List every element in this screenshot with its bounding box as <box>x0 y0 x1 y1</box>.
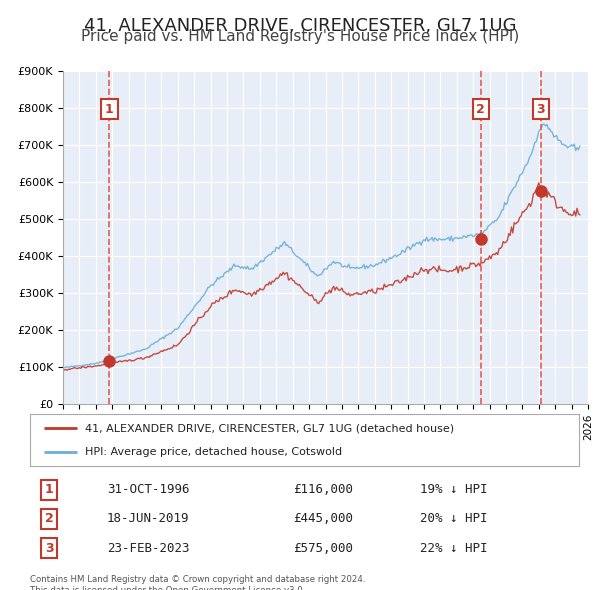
Text: £575,000: £575,000 <box>293 542 353 555</box>
Text: 18-JUN-2019: 18-JUN-2019 <box>107 512 190 526</box>
Text: 23-FEB-2023: 23-FEB-2023 <box>107 542 190 555</box>
Text: 20% ↓ HPI: 20% ↓ HPI <box>420 512 487 526</box>
Text: 22% ↓ HPI: 22% ↓ HPI <box>420 542 487 555</box>
Text: 1: 1 <box>105 103 114 116</box>
Text: 19% ↓ HPI: 19% ↓ HPI <box>420 483 487 496</box>
Text: Price paid vs. HM Land Registry's House Price Index (HPI): Price paid vs. HM Land Registry's House … <box>81 30 519 44</box>
Text: 1: 1 <box>45 483 53 496</box>
Text: 2: 2 <box>476 103 485 116</box>
Text: 3: 3 <box>536 103 545 116</box>
Text: Contains HM Land Registry data © Crown copyright and database right 2024.
This d: Contains HM Land Registry data © Crown c… <box>30 575 365 590</box>
Text: HPI: Average price, detached house, Cotswold: HPI: Average price, detached house, Cots… <box>85 447 342 457</box>
Text: £445,000: £445,000 <box>293 512 353 526</box>
Text: £116,000: £116,000 <box>293 483 353 496</box>
Text: 41, ALEXANDER DRIVE, CIRENCESTER, GL7 1UG (detached house): 41, ALEXANDER DRIVE, CIRENCESTER, GL7 1U… <box>85 423 454 433</box>
Text: 3: 3 <box>45 542 53 555</box>
Text: 31-OCT-1996: 31-OCT-1996 <box>107 483 190 496</box>
Text: 41, ALEXANDER DRIVE, CIRENCESTER, GL7 1UG: 41, ALEXANDER DRIVE, CIRENCESTER, GL7 1U… <box>84 17 516 35</box>
Text: 2: 2 <box>45 512 53 526</box>
